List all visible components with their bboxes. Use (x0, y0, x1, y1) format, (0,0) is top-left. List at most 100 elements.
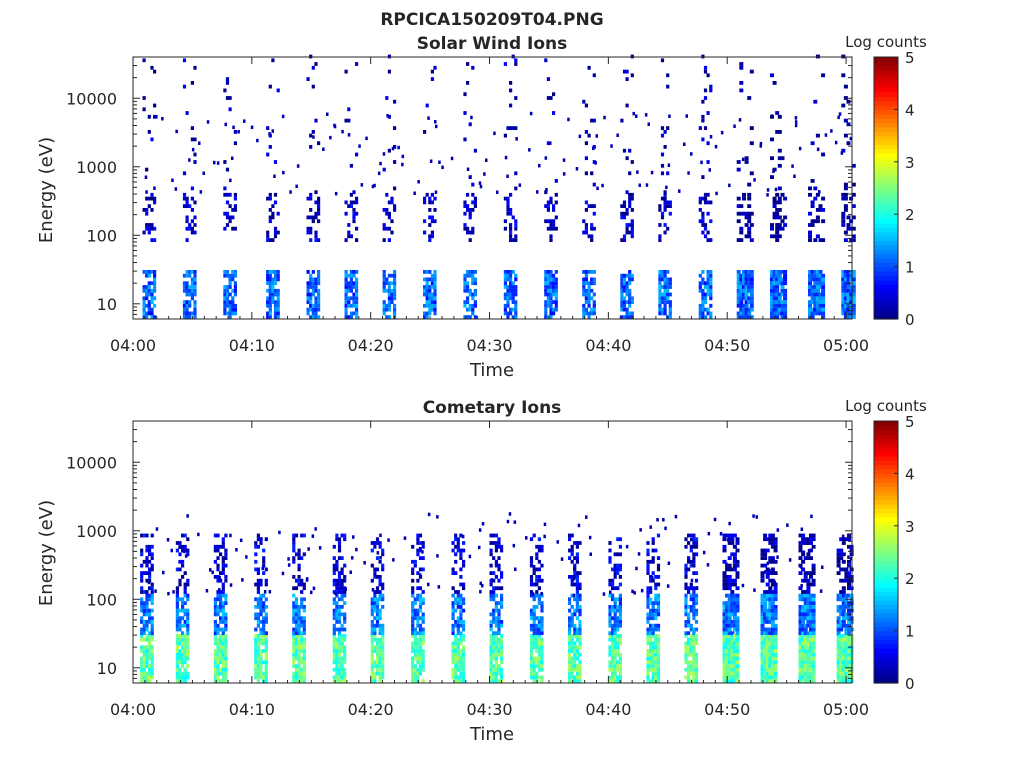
heatmap-cell (701, 175, 705, 179)
heatmap-cell (592, 303, 596, 308)
heatmap-cell (175, 612, 179, 617)
heatmap-cell (806, 616, 811, 621)
heatmap-cell (175, 652, 179, 657)
heatmap-cell (413, 191, 416, 195)
heatmap-cell (544, 204, 548, 208)
heatmap-cell (292, 548, 296, 553)
heatmap-cell (216, 671, 220, 676)
heatmap-cell (590, 307, 594, 312)
heatmap-cell (259, 605, 263, 609)
heatmap-cell (747, 270, 752, 274)
heatmap-cell (231, 288, 235, 293)
heatmap-cell (300, 637, 304, 642)
colorbar-segment (874, 96, 898, 102)
heatmap-cell (618, 552, 622, 557)
heatmap-cell (654, 597, 658, 602)
heatmap-cell (549, 270, 553, 274)
heatmap-cell (770, 616, 775, 621)
heatmap-cell (568, 623, 572, 628)
colorbar-frame (873, 56, 899, 320)
heatmap-cell (684, 675, 688, 680)
heatmap-cell (847, 667, 851, 672)
heatmap-cell (183, 571, 187, 575)
heatmap-cell (744, 285, 749, 289)
heatmap-cell (821, 281, 826, 286)
heatmap-cell (393, 204, 397, 208)
heatmap-cell (578, 620, 582, 624)
heatmap-cell (578, 667, 582, 672)
heatmap-cell (535, 605, 539, 609)
heatmap-cell (294, 664, 299, 668)
heatmap-cell (421, 601, 425, 605)
heatmap-cell (694, 597, 699, 602)
heatmap-cell (225, 303, 230, 308)
heatmap-cell (509, 292, 513, 297)
heatmap-cell (355, 277, 359, 282)
heatmap-cell (649, 627, 653, 632)
heatmap-cell (727, 631, 732, 636)
heatmap-cell (575, 586, 579, 591)
heatmap-cell (185, 300, 189, 304)
heatmap-cell (765, 567, 770, 572)
heatmap-cell (763, 593, 768, 598)
heatmap-cell (628, 303, 632, 308)
heatmap-cell (254, 660, 258, 665)
heatmap-cell (654, 664, 658, 668)
heatmap-cell (344, 292, 348, 297)
heatmap-cell (216, 593, 220, 598)
heatmap-cell (765, 645, 770, 650)
heatmap-cell (549, 223, 553, 227)
heatmap-cell (434, 120, 437, 124)
heatmap-cell (317, 315, 321, 319)
heatmap-cell (798, 631, 803, 636)
heatmap-cell (843, 307, 848, 312)
heatmap-cell (775, 223, 780, 227)
heatmap-cell (841, 641, 846, 646)
heatmap-cell (798, 586, 803, 591)
heatmap-cell (608, 556, 612, 560)
heatmap-cell (620, 211, 624, 216)
heatmap-cell (332, 556, 336, 560)
heatmap-cell (385, 281, 389, 286)
heatmap-cell (393, 281, 397, 286)
heatmap-cell (768, 601, 773, 605)
heatmap-cell (393, 296, 397, 301)
heatmap-cell (317, 270, 321, 274)
heatmap-cell (254, 612, 258, 617)
heatmap-cell (190, 208, 194, 212)
heatmap-cell (570, 637, 574, 642)
heatmap-cell (811, 627, 816, 632)
heatmap-cell (292, 679, 296, 683)
heatmap-cell (416, 597, 420, 602)
heatmap-cell (456, 660, 460, 665)
heatmap-cell (182, 84, 187, 89)
heatmap-cell (572, 593, 576, 598)
heatmap-cell (684, 645, 688, 650)
heatmap-cell (801, 649, 806, 653)
heatmap-cell (535, 664, 539, 668)
heatmap-cell (231, 296, 235, 301)
heatmap-cell (709, 200, 713, 205)
heatmap-cell (759, 144, 762, 148)
heatmap-cell (186, 631, 190, 636)
heatmap-cell (254, 656, 258, 661)
plot-frame (132, 420, 853, 684)
heatmap-cell (570, 559, 574, 564)
heatmap-cell (148, 667, 152, 672)
heatmap-cell (343, 652, 347, 657)
heatmap-cell (727, 537, 732, 542)
heatmap-cell (660, 211, 665, 216)
heatmap-cell (425, 292, 429, 297)
heatmap-cell (370, 667, 374, 672)
heatmap-cell (355, 200, 359, 205)
heatmap-cell (651, 541, 655, 545)
heatmap-cell (770, 590, 775, 594)
heatmap-cell (183, 549, 186, 554)
heatmap-cell (183, 637, 187, 642)
heatmap-cell (381, 586, 385, 591)
heatmap-cell (148, 571, 152, 575)
heatmap-cell (145, 601, 149, 605)
heatmap-cell (145, 627, 149, 632)
heatmap-cell (775, 303, 780, 308)
heatmap-cell (818, 238, 823, 242)
